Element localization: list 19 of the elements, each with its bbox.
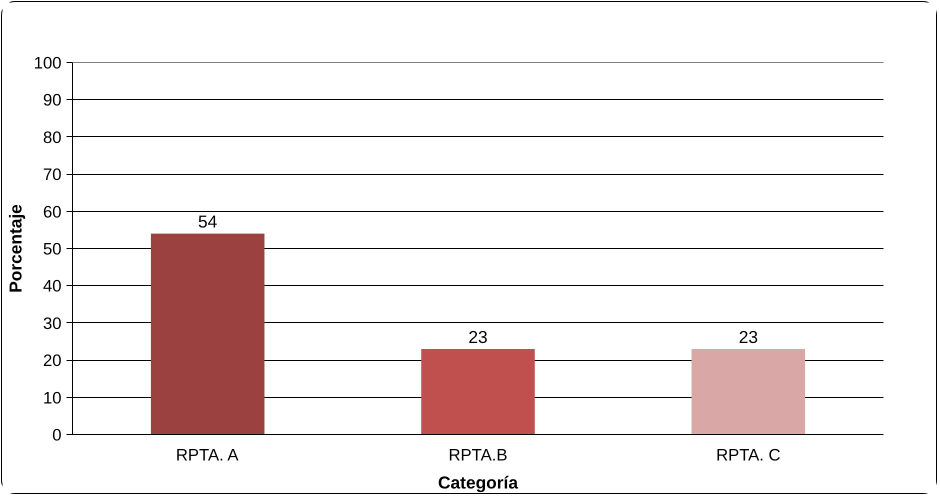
y-tick-label: 20 (42, 351, 62, 370)
x-tick-label: RPTA. C (716, 446, 781, 464)
y-tick-label: 70 (42, 165, 62, 184)
y-tick-label: 90 (42, 90, 62, 110)
y-tick-label: 100 (34, 54, 62, 72)
data-label: 54 (198, 212, 218, 232)
x-tick-label: RPTA.B (448, 446, 508, 464)
data-label: 23 (738, 326, 758, 347)
y-tick-label: 60 (42, 202, 62, 222)
y-tick-label: 10 (42, 388, 62, 408)
y-tick-label: 80 (42, 128, 62, 147)
y-tick-label: 40 (42, 276, 62, 296)
y-tick-label: 50 (42, 240, 62, 258)
y-axis-title: Porcentaje (6, 204, 26, 293)
x-axis-title: Categoría (438, 472, 518, 492)
x-tick-label: RPTA. A (176, 446, 240, 464)
y-tick-label: 0 (52, 426, 62, 444)
y-tick-label: 30 (42, 314, 62, 333)
data-label: 23 (468, 326, 488, 347)
